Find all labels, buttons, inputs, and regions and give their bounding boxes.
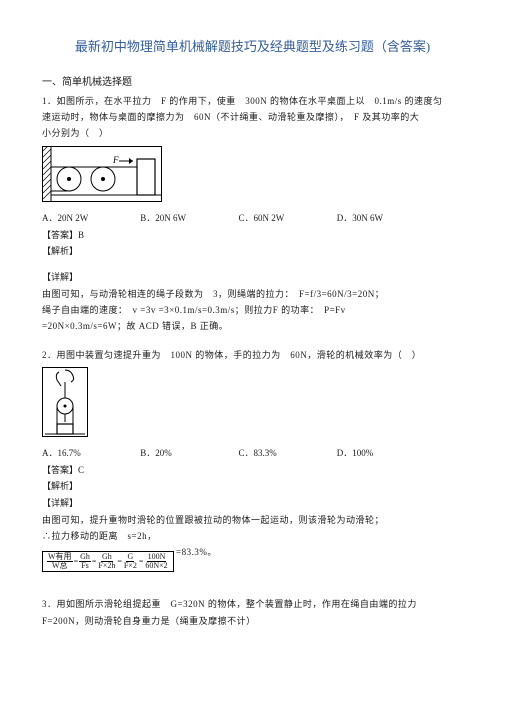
q1-explain: 由图可知，与动滑轮相连的绳子段数为 3，则绳端的拉力： F=f/3=60N/3=…: [42, 286, 463, 335]
q1-xq: 【详解】: [42, 270, 463, 285]
q3-stem: 3．用如图所示滑轮组提起重 G=320N 的物体，整个装置静止时，作用在绳自由端…: [42, 596, 463, 628]
q1-optD: D．30N 6W: [337, 211, 383, 226]
q1-answer: 【答案】B: [42, 228, 463, 243]
q2-answer: 【答案】C: [42, 463, 463, 478]
section-heading: 一、简单机械选择题: [42, 74, 463, 91]
q2-optD: D．100%: [337, 446, 374, 461]
svg-text:F: F: [112, 155, 119, 165]
frac3: GF×2: [123, 553, 138, 570]
q2-fraction-box: W有用 W总 = GhFs = GhF×2h = GF×2 = 100N60N×…: [42, 551, 174, 572]
q2-options: A．16.7% B．20% C．83.3% D．100%: [42, 446, 463, 461]
q1-e1: 由图可知，与动滑轮相连的绳子段数为 3，则绳端的拉力： F=f/3=60N/3=…: [42, 289, 384, 299]
q2-e2: ∴拉力移动的距离 s=2h，: [42, 528, 463, 544]
q2-xq: 【详解】: [42, 496, 463, 511]
q1-stem-line3: 小分别为（ ）: [42, 128, 109, 138]
q1-stem-line1: 1．如图所示，在水平拉力 F 的作用下，使重 300N 的物体在水平桌面上以 0…: [42, 96, 443, 106]
q1-e2: 绳子自由端的速度： v =3v =3×0.1m/s=0.3m/s；则拉力F 的功…: [42, 305, 346, 315]
page: 最新初中物理简单机械解题技巧及经典题型及练习题（含答案) 一、简单机械选择题 1…: [0, 0, 505, 714]
q2-result: =83.3%。: [176, 547, 217, 557]
q1-options: A．20N 2W B．20N 6W C．60N 2W D．30N 6W: [42, 211, 463, 226]
q1-figure: F: [42, 146, 162, 202]
q1-jiexi: 【解析】: [42, 244, 463, 259]
q2-e1: 由图可知，提升重物时滑轮的位置跟被拉动的物体一起运动，则该滑轮为动滑轮；: [42, 512, 463, 528]
q2-optB: B．20%: [140, 446, 236, 461]
q1-optC: C．60N 2W: [239, 211, 335, 226]
q1-stem-line2: 速运动时，物体与桌面的摩擦力为 60N（不计绳重、动滑轮重及摩擦）， F 及其功…: [42, 112, 419, 122]
frac2: GhF×2h: [97, 553, 116, 570]
frac4: 100N60N×2: [144, 553, 168, 570]
q1-stem: 1．如图所示，在水平拉力 F 的作用下，使重 300N 的物体在水平桌面上以 0…: [42, 93, 463, 142]
q2-jiexi: 【解析】: [42, 479, 463, 494]
q1-optB: B．20N 6W: [140, 211, 236, 226]
frac-label: W有用 W总: [47, 553, 73, 570]
q1-e3: =20N×0.3m/s=6W；故 ACD 错误，B 正确。: [42, 321, 228, 331]
q2-optA: A．16.7%: [42, 446, 138, 461]
q3-l2: F=200N，则动滑轮自身重力是（绳重及摩擦不计）: [42, 616, 256, 626]
q2-figure: [42, 367, 88, 437]
q3-l1: 3．用如图所示滑轮组提起重 G=320N 的物体，整个装置静止时，作用在绳自由端…: [42, 599, 417, 609]
page-title: 最新初中物理简单机械解题技巧及经典题型及练习题（含答案): [42, 36, 463, 58]
q2-stem: 2．用图中装置匀速提升重为 100N 的物体，手的拉力为 60N，滑轮的机械效率…: [42, 347, 463, 363]
q2-optC: C．83.3%: [239, 446, 335, 461]
q1-optA: A．20N 2W: [42, 211, 138, 226]
frac1: GhFs: [79, 553, 91, 570]
